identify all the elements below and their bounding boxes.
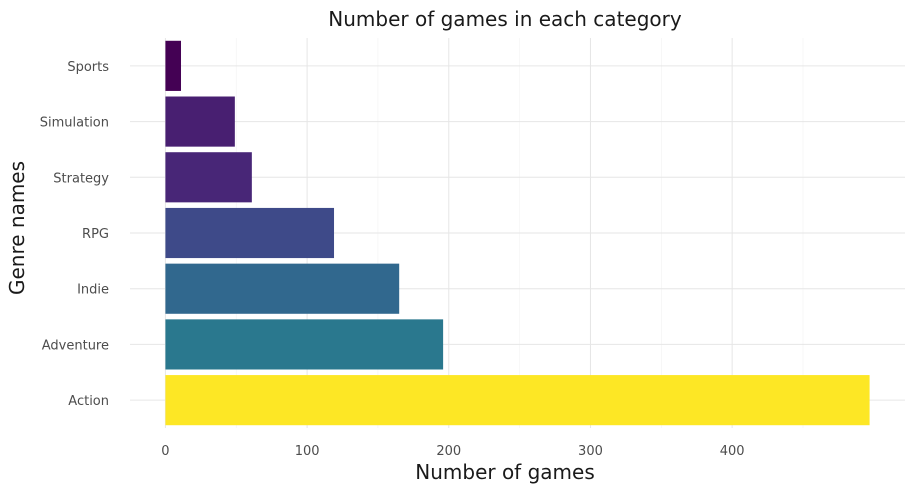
y-tick-label: Action xyxy=(68,394,109,409)
y-tick-label: Simulation xyxy=(40,116,109,131)
x-tick-label: 200 xyxy=(436,444,461,459)
y-tick-label: RPG xyxy=(82,227,109,242)
chart-title: Number of games in each category xyxy=(328,7,682,31)
bars xyxy=(165,40,870,426)
y-tick-label: Adventure xyxy=(42,338,109,353)
y-tick-label: Indie xyxy=(77,283,109,298)
x-tick-label: 400 xyxy=(720,444,745,459)
x-axis-title: Number of games xyxy=(415,460,595,484)
x-tick-label: 300 xyxy=(578,444,603,459)
y-axis-title: Genre names xyxy=(5,161,29,295)
x-tick-label: 0 xyxy=(161,444,169,459)
bar-simulation xyxy=(165,96,235,147)
bar-sports xyxy=(165,40,182,91)
x-tick-labels: 0 100 200 300 400 xyxy=(161,444,744,459)
y-tick-labels: Action Adventure Indie RPG Strategy Simulatio… xyxy=(40,60,110,409)
bar-strategy xyxy=(165,152,252,203)
y-tick-label: Sports xyxy=(67,60,109,75)
bar-adventure xyxy=(165,319,444,370)
x-tick-label: 100 xyxy=(295,444,320,459)
bar-indie xyxy=(165,263,400,314)
bar-action xyxy=(165,375,870,426)
y-tick-label: Strategy xyxy=(53,171,109,186)
bar-rpg xyxy=(165,207,335,259)
